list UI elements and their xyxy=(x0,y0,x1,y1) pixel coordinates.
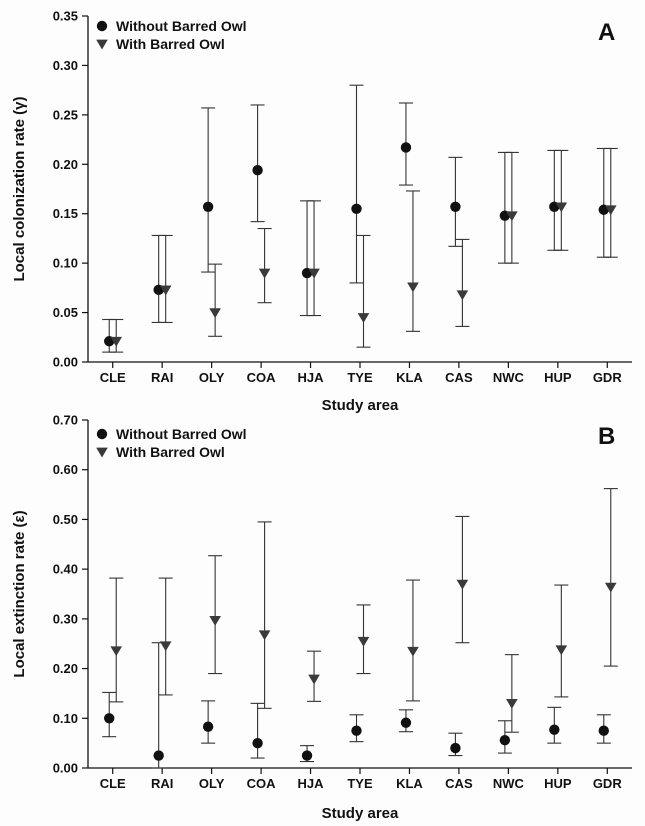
data-point-rai xyxy=(159,285,172,296)
series-without-barred-owl xyxy=(102,642,611,769)
data-point-cas xyxy=(450,742,461,754)
category-label-gdr: GDR xyxy=(593,776,623,791)
series-with-barred-owl xyxy=(109,147,618,353)
data-point-gdr xyxy=(598,725,609,736)
y-tick-label: 0.70 xyxy=(53,413,78,428)
category-label-nwc: NWC xyxy=(493,776,525,791)
data-point-rai xyxy=(159,641,172,652)
category-label-hup: HUP xyxy=(544,776,572,791)
panel-b: 0.00 0.10 0.20 0.30 0.40 0.50 0.60 0.70 CLE RAI OL… xyxy=(11,413,632,822)
data-point-hup xyxy=(555,202,568,213)
data-point-oly xyxy=(209,308,221,319)
legend: Without Barred Owl With Barred Owl xyxy=(96,18,247,52)
data-point-kla xyxy=(407,282,419,293)
category-label-hup: HUP xyxy=(544,370,572,385)
category-label-nwc: NWC xyxy=(493,370,525,385)
y-tick-label: 0.05 xyxy=(53,305,78,320)
y-tick-label: 0.35 xyxy=(53,9,78,24)
y-tick-label: 0.40 xyxy=(53,562,78,577)
data-point-tye xyxy=(357,636,370,647)
panel-a: 0.00 0.05 0.10 0.15 0.20 0.25 0.30 0.35 CLE RAI OL… xyxy=(11,9,632,414)
data-point-cle xyxy=(104,713,115,724)
data-point-gdr xyxy=(604,582,617,593)
category-label-rai: RAI xyxy=(151,776,173,791)
data-point-tye xyxy=(351,203,362,214)
x-axis-title: Study area xyxy=(322,805,399,822)
y-tick-label: 0.50 xyxy=(53,512,78,527)
data-point-cas xyxy=(456,579,469,590)
legend-label: With Barred Owl xyxy=(116,36,225,52)
category-label-rai: RAI xyxy=(151,370,173,385)
y-tick-label: 0.20 xyxy=(53,661,78,676)
data-point-coa xyxy=(252,165,263,176)
category-label-cas: CAS xyxy=(445,370,473,385)
legend-label: With Barred Owl xyxy=(116,444,225,460)
legend: Without Barred Owl With Barred Owl xyxy=(96,426,247,460)
data-point-coa xyxy=(258,630,271,641)
category-label-gdr: GDR xyxy=(593,370,623,385)
category-label-oly: OLY xyxy=(199,370,225,385)
data-point-oly xyxy=(209,615,221,626)
data-point-kla xyxy=(407,646,419,657)
category-label-cle: CLE xyxy=(100,370,126,385)
category-label-tye: TYE xyxy=(347,776,373,791)
series-without-barred-owl xyxy=(102,84,611,353)
data-point-cas xyxy=(456,290,469,301)
y-tick-label: 0.10 xyxy=(53,711,78,726)
category-label-coa: COA xyxy=(247,776,277,791)
y-tick-label: 0.20 xyxy=(53,157,78,172)
series-with-barred-owl xyxy=(109,488,618,733)
y-tick-label: 0.00 xyxy=(53,355,78,370)
data-point-tye xyxy=(351,725,362,736)
data-point-kla xyxy=(400,142,412,153)
data-point-gdr xyxy=(604,205,617,216)
data-point-cle xyxy=(110,336,123,347)
y-tick-label: 0.30 xyxy=(53,611,78,626)
data-point-coa xyxy=(252,737,263,749)
legend-marker xyxy=(96,39,108,50)
data-point-rai xyxy=(153,750,164,761)
category-label-kla: KLA xyxy=(396,370,423,385)
y-tick-label: 0.10 xyxy=(53,256,78,271)
legend-label: Without Barred Owl xyxy=(116,426,247,442)
category-label-cle: CLE xyxy=(100,776,126,791)
category-label-oly: OLY xyxy=(199,776,225,791)
legend-label: Without Barred Owl xyxy=(116,18,247,34)
category-label-coa: COA xyxy=(247,370,277,385)
category-label-tye: TYE xyxy=(347,370,373,385)
y-tick-label: 0.25 xyxy=(53,107,78,122)
y-axis-title: Local colonization rate (γ) xyxy=(11,96,28,281)
y-tick-label: 0.60 xyxy=(53,462,78,477)
y-tick-label: 0.00 xyxy=(53,761,78,776)
x-axis-title: Study area xyxy=(322,397,399,414)
data-point-nwc xyxy=(506,699,518,709)
data-point-kla xyxy=(400,717,412,728)
data-point-hup xyxy=(549,724,560,735)
y-tick-label: 0.30 xyxy=(53,58,78,73)
data-point-cas xyxy=(450,201,461,212)
panel-letter: A xyxy=(598,19,615,46)
data-point-nwc xyxy=(499,734,511,746)
legend-marker xyxy=(96,447,108,458)
data-point-oly xyxy=(202,721,214,732)
data-point-hup xyxy=(555,645,568,656)
y-axis-title: Local extinction rate (ε) xyxy=(11,510,28,677)
data-point-nwc xyxy=(506,211,518,222)
data-point-cle xyxy=(110,646,123,657)
category-label-cas: CAS xyxy=(445,776,473,791)
data-point-oly xyxy=(202,201,214,212)
data-point-hja xyxy=(308,268,320,279)
y-tick-label: 0.15 xyxy=(53,206,78,221)
category-label-hja: HJA xyxy=(298,370,325,385)
category-label-kla: KLA xyxy=(396,776,423,791)
data-point-coa xyxy=(258,268,271,279)
panel-letter: B xyxy=(598,423,615,450)
category-label-hja: HJA xyxy=(298,776,325,791)
legend-marker xyxy=(96,20,108,32)
data-point-tye xyxy=(357,313,370,324)
data-point-hja xyxy=(308,674,320,685)
data-point-hja xyxy=(301,750,313,761)
legend-marker xyxy=(96,428,108,440)
